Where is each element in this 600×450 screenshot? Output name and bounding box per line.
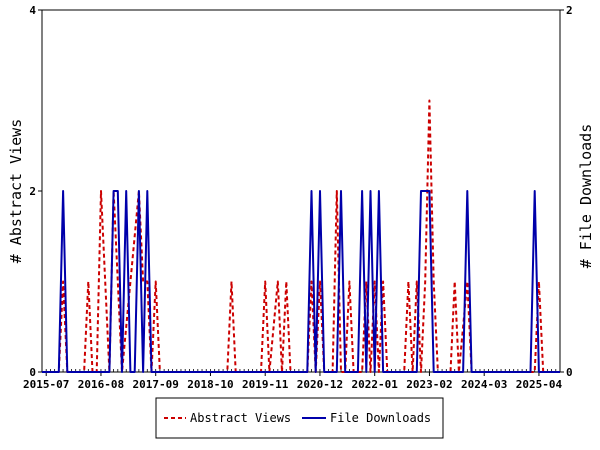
left-axis-title: # Abstract Views xyxy=(7,119,25,264)
left-tick-label: 4 xyxy=(29,4,36,17)
legend: Abstract Views File Downloads xyxy=(155,397,444,439)
left-axis-ticks: 0 2 4 xyxy=(29,4,42,379)
x-tick-label: 2015-07 xyxy=(23,378,69,391)
legend-label-file-downloads: File Downloads xyxy=(330,411,431,425)
x-tick-label: 2018-10 xyxy=(187,378,233,391)
x-tick-label: 2019-11 xyxy=(242,378,289,391)
x-axis-ticks: 2015-07 2016-08 2017-09 2018-10 2019-11 2020-… xyxy=(23,369,562,391)
x-tick-label: 2024-03 xyxy=(461,378,507,391)
right-axis-title: # File Downloads xyxy=(577,124,595,269)
series-file-downloads-line xyxy=(42,190,560,373)
plot-area-border xyxy=(41,9,561,373)
x-tick-label: 2022-01 xyxy=(352,378,399,391)
x-tick-label: 2023-02 xyxy=(406,378,452,391)
left-tick-label: 0 xyxy=(29,366,36,379)
left-tick-label: 2 xyxy=(29,185,36,198)
x-tick-label: 2017-09 xyxy=(133,378,179,391)
right-axis-ticks: 02 xyxy=(560,4,573,379)
legend-label-abstract-views: Abstract Views xyxy=(190,411,291,425)
x-tick-label: 2025-04 xyxy=(516,378,563,391)
series-layer xyxy=(42,99,560,373)
legend-box xyxy=(155,397,444,439)
x-tick-label: 2020-12 xyxy=(297,378,343,391)
right-tick-label: 2 xyxy=(566,4,573,17)
x-tick-label: 2016-08 xyxy=(78,378,124,391)
right-tick-label: 0 xyxy=(566,366,573,379)
